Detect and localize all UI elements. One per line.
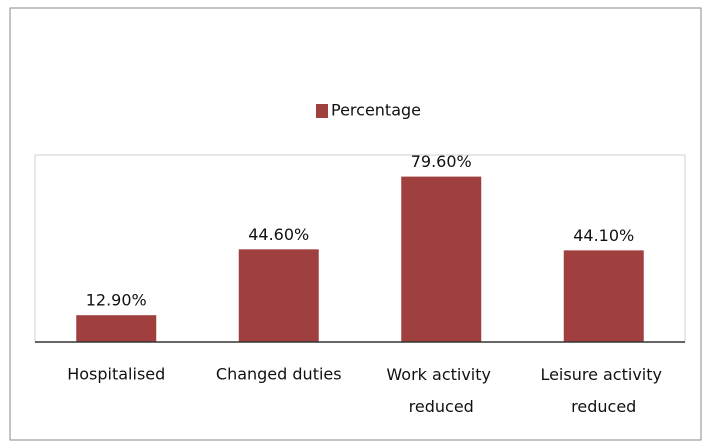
bar — [401, 176, 482, 342]
data-label: 79.60% — [411, 152, 472, 171]
data-label: 12.90% — [86, 291, 147, 310]
x-tick-label-line: reduced — [571, 397, 636, 416]
chart-frame — [9, 7, 702, 441]
bar — [563, 250, 644, 342]
legend-swatch — [316, 104, 328, 118]
legend-label: Percentage — [331, 101, 421, 120]
x-tick-label-line: reduced — [409, 397, 474, 416]
x-tick-label: Hospitalised — [67, 365, 165, 384]
bar — [76, 315, 157, 342]
x-tick-label: Work activity reduced — [386, 365, 496, 416]
x-tick-label-line: Leisure activity — [540, 365, 667, 384]
x-tick-label: Changed duties — [216, 365, 342, 384]
x-tick-label: Leisure activity reduced — [540, 365, 667, 416]
data-label: 44.60% — [248, 225, 309, 244]
data-label: 44.10% — [573, 226, 634, 245]
x-tick-label-line: Work activity — [386, 365, 496, 384]
bar — [238, 249, 319, 342]
